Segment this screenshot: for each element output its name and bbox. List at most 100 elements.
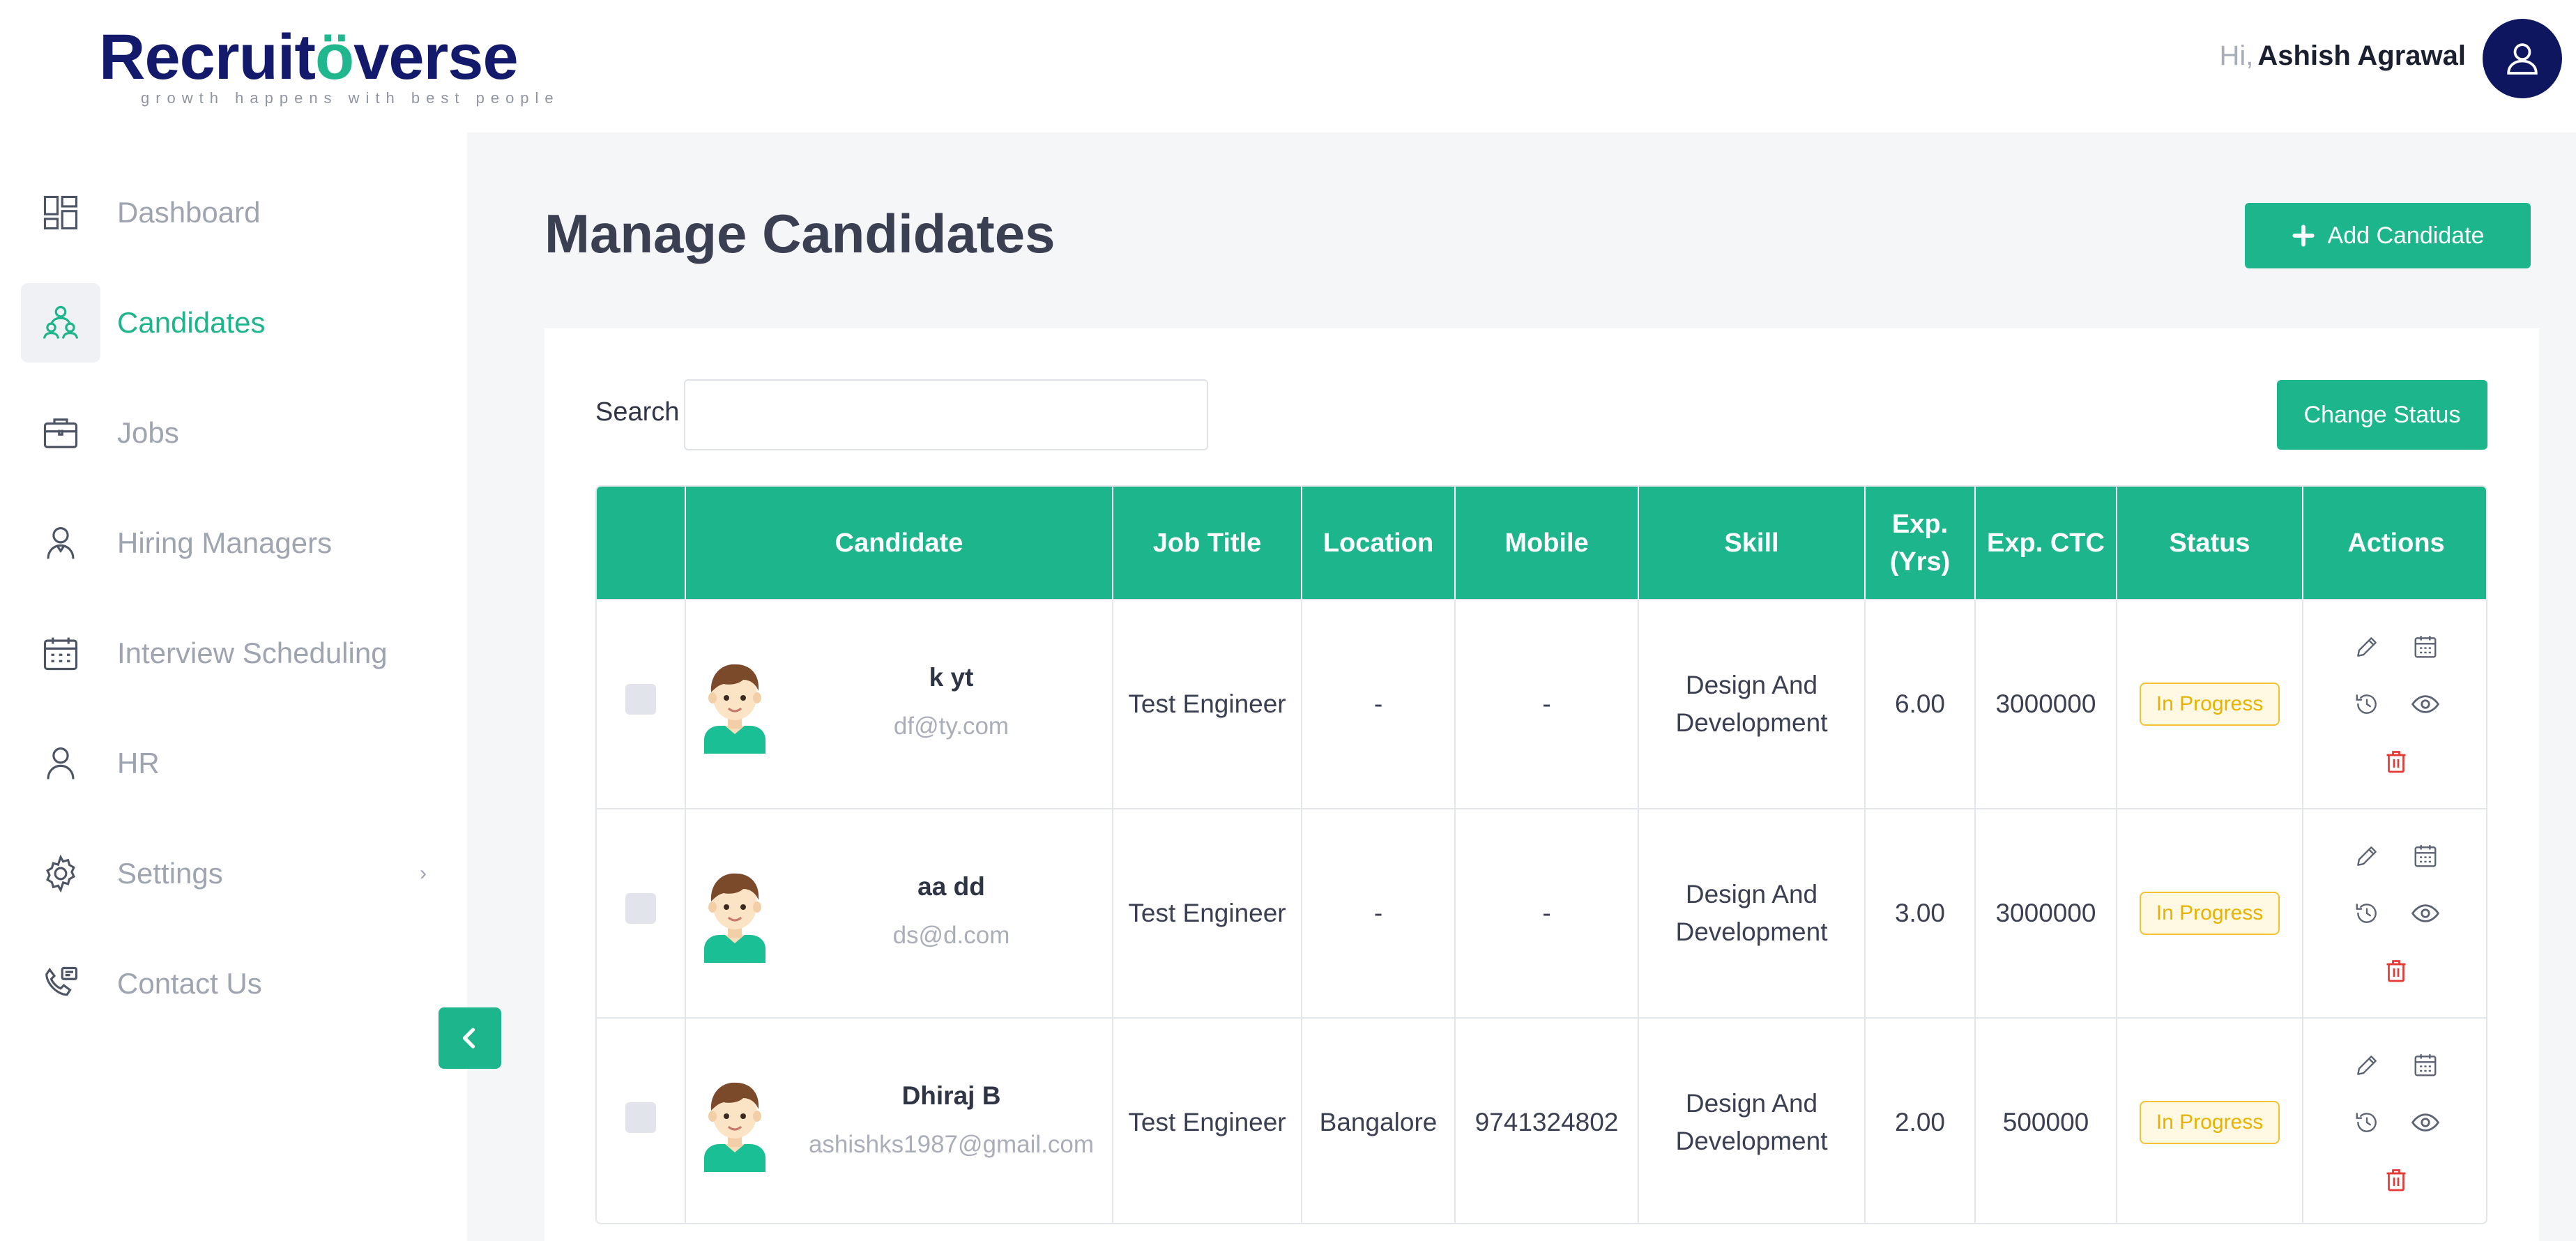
- user-icon: [2507, 43, 2538, 75]
- edit-icon[interactable]: [2354, 843, 2380, 869]
- row-actions: [2310, 618, 2482, 790]
- person-icon: [21, 503, 100, 583]
- sidebar-item-settings[interactable]: Settings ›: [21, 834, 446, 913]
- gear-icon: [21, 834, 100, 913]
- skill-cell: Design And Development: [1638, 599, 1866, 809]
- sidebar-item-label: Contact Us: [117, 967, 262, 1000]
- page-title: Manage Candidates: [544, 203, 1055, 264]
- history-icon[interactable]: [2354, 1109, 2380, 1136]
- candidate-avatar: [704, 873, 765, 963]
- sidebar-item-hr[interactable]: HR: [21, 724, 446, 803]
- brand-logo[interactable]: Recruitöverse growth happens with best p…: [99, 15, 587, 113]
- candidates-table: Candidate Job Title Location Mobile Skil…: [595, 485, 2487, 1224]
- user-greeting: Hi, Ashish Agrawal: [2220, 40, 2466, 72]
- brand-mark-icon: ö: [314, 22, 354, 93]
- table-row: k yt df@ty.com Test Engineer - - Design …: [597, 599, 2486, 809]
- exp-yrs-cell: 6.00: [1865, 599, 1976, 809]
- sidebar-item-dashboard[interactable]: Dashboard: [21, 173, 446, 252]
- sidebar-item-candidates[interactable]: Candidates: [21, 283, 446, 363]
- status-badge: In Progress: [2139, 683, 2280, 726]
- candidate-name[interactable]: Dhiraj B: [901, 1081, 1001, 1110]
- sidebar-item-hiring-managers[interactable]: Hiring Managers: [21, 503, 446, 583]
- row-checkbox[interactable]: [625, 892, 656, 924]
- history-icon[interactable]: [2354, 900, 2380, 927]
- candidate-email: ds@d.com: [892, 922, 1010, 949]
- brand-name: Recruitöverse: [99, 22, 519, 93]
- sidebar: Dashboard Candidates Jobs Hiring Manager…: [0, 132, 467, 1241]
- job-title-cell: Test Engineer: [1113, 1017, 1302, 1223]
- location-cell: Bangalore: [1302, 1017, 1456, 1223]
- exp-yrs-cell: 2.00: [1865, 1017, 1976, 1223]
- sidebar-item-label: HR: [117, 747, 160, 779]
- status-badge: In Progress: [2139, 1101, 2280, 1144]
- exp-ctc-cell: 3000000: [1975, 599, 2117, 809]
- profile-avatar-button[interactable]: [2483, 19, 2562, 98]
- skill-cell: Design And Development: [1638, 1017, 1866, 1223]
- delete-icon[interactable]: [2384, 957, 2409, 984]
- column-header-exp-ctc[interactable]: Exp. CTC: [1975, 487, 2117, 600]
- calendar-icon[interactable]: [2412, 634, 2439, 660]
- candidate-avatar: [704, 664, 765, 754]
- calendar-icon[interactable]: [2412, 843, 2439, 869]
- add-candidate-label: Add Candidate: [2327, 222, 2485, 249]
- dashboard-icon: [21, 173, 100, 252]
- calendar-icon: [21, 614, 100, 693]
- row-checkbox[interactable]: [625, 683, 656, 715]
- chevron-left-icon: [462, 1028, 475, 1049]
- column-header-candidate[interactable]: Candidate: [685, 487, 1113, 600]
- sidebar-item-label: Hiring Managers: [117, 526, 333, 559]
- mobile-cell: 9741324802: [1455, 1017, 1639, 1223]
- column-header-job-title[interactable]: Job Title: [1113, 487, 1302, 600]
- sidebar-item-jobs[interactable]: Jobs: [21, 393, 446, 473]
- candidate-name[interactable]: k yt: [929, 663, 974, 692]
- candidate-email: df@ty.com: [893, 713, 1009, 740]
- status-badge: In Progress: [2139, 892, 2280, 935]
- exp-ctc-cell: 3000000: [1975, 808, 2117, 1018]
- row-checkbox[interactable]: [625, 1102, 656, 1133]
- candidate-avatar: [704, 1082, 765, 1172]
- row-actions: [2310, 828, 2482, 999]
- job-title-cell: Test Engineer: [1113, 599, 1302, 809]
- sidebar-item-label: Dashboard: [117, 196, 261, 229]
- mobile-cell: -: [1455, 599, 1639, 809]
- candidate-cell: aa dd ds@d.com: [686, 809, 1112, 1017]
- column-header-exp-yrs[interactable]: Exp. (Yrs): [1865, 487, 1976, 600]
- sidebar-item-interview-scheduling[interactable]: Interview Scheduling: [21, 614, 446, 693]
- person-icon: [21, 724, 100, 803]
- phone-icon: [21, 944, 100, 1023]
- sidebar-collapse-button[interactable]: [439, 1007, 501, 1069]
- candidate-cell: k yt df@ty.com: [686, 600, 1112, 808]
- view-icon[interactable]: [2411, 1108, 2440, 1137]
- edit-icon[interactable]: [2354, 1052, 2380, 1079]
- candidate-email: ashishks1987@gmail.com: [808, 1131, 1095, 1158]
- skill-cell: Design And Development: [1638, 808, 1866, 1018]
- delete-icon[interactable]: [2384, 748, 2409, 775]
- add-candidate-button[interactable]: Add Candidate: [2245, 203, 2531, 268]
- view-icon[interactable]: [2411, 690, 2440, 719]
- plus-icon: [2292, 224, 2315, 247]
- exp-ctc-cell: 500000: [1975, 1017, 2117, 1223]
- edit-icon[interactable]: [2354, 634, 2380, 660]
- column-header-location[interactable]: Location: [1302, 487, 1456, 600]
- column-header-select: [597, 487, 686, 600]
- change-status-button[interactable]: Change Status: [2277, 380, 2487, 450]
- view-icon[interactable]: [2411, 899, 2440, 928]
- candidate-name[interactable]: aa dd: [917, 872, 985, 901]
- column-header-status[interactable]: Status: [2117, 487, 2303, 600]
- search-input[interactable]: [684, 379, 1208, 450]
- search-label: Search: [595, 397, 680, 427]
- top-header: Recruitöverse growth happens with best p…: [0, 0, 2576, 132]
- mobile-cell: -: [1455, 808, 1639, 1018]
- column-header-actions: Actions: [2303, 487, 2486, 600]
- calendar-icon[interactable]: [2412, 1052, 2439, 1079]
- candidates-icon: [21, 283, 100, 363]
- table-header-row: Candidate Job Title Location Mobile Skil…: [597, 487, 2486, 600]
- column-header-skill[interactable]: Skill: [1638, 487, 1866, 600]
- delete-icon[interactable]: [2384, 1166, 2409, 1193]
- briefcase-icon: [21, 393, 100, 473]
- location-cell: -: [1302, 808, 1456, 1018]
- exp-yrs-cell: 3.00: [1865, 808, 1976, 1018]
- history-icon[interactable]: [2354, 691, 2380, 717]
- sidebar-item-contact-us[interactable]: Contact Us: [21, 944, 446, 1023]
- column-header-mobile[interactable]: Mobile: [1455, 487, 1639, 600]
